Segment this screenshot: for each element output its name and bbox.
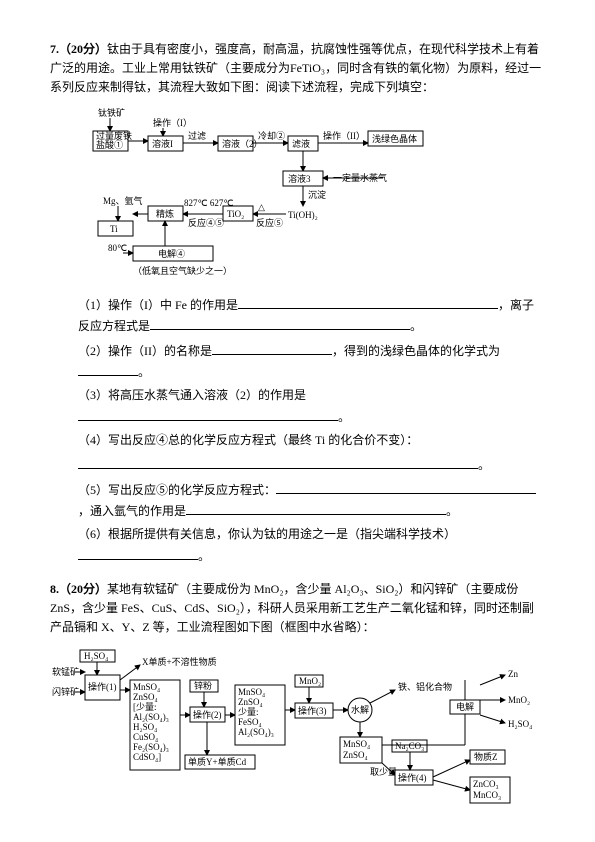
svg-text:操作(2): 操作(2) xyxy=(193,709,222,720)
blank[interactable] xyxy=(78,545,198,560)
svg-text:ZnSO₄: ZnSO₄ xyxy=(133,692,158,702)
svg-text:827℃ 627℃: 827℃ 627℃ xyxy=(184,198,233,208)
blank[interactable] xyxy=(78,406,338,421)
q7-i1a: （1）操作（I）中 Fe 的作用是 xyxy=(78,298,238,312)
blank[interactable] xyxy=(186,500,446,515)
svg-text:FeSO₄: FeSO₄ xyxy=(238,717,262,727)
q7-i5b: ，通入氩气的作用是 xyxy=(78,504,186,518)
svg-text:溶液I: 溶液I xyxy=(152,138,173,149)
svg-text:H₂SO₄: H₂SO₄ xyxy=(84,651,108,661)
svg-text:反应④⑤: 反应④⑤ xyxy=(188,217,224,228)
svg-text:MnSO₄: MnSO₄ xyxy=(133,682,160,692)
q7-i4a: （4）写出反应④总的化学反应方程式（最终 Ti 的化合价不变）： xyxy=(78,433,418,447)
q7-i2a: （2）操作（II）的名称是 xyxy=(78,344,212,358)
svg-text:△: △ xyxy=(258,202,265,212)
svg-text:Al₂(SO₄)₃: Al₂(SO₄)₃ xyxy=(133,712,169,722)
q7-num: 7.（20分） xyxy=(50,42,107,56)
svg-text:操作(1): 操作(1) xyxy=(88,681,117,692)
q7-i3: （3）将高压水蒸气通入溶液（2）的作用是 xyxy=(78,388,306,402)
q7-i2b: ，得到的浅绿色晶体的化学式为 xyxy=(332,344,500,358)
svg-text:ZnSO₄: ZnSO₄ xyxy=(238,697,263,707)
svg-text:浅绿色晶体: 浅绿色晶体 xyxy=(372,133,417,144)
svg-text:锌粉: 锌粉 xyxy=(194,680,212,691)
svg-text:Ti(OH)₂: Ti(OH)₂ xyxy=(288,210,318,220)
svg-text:Fe₂(SO₄)₃: Fe₂(SO₄)₃ xyxy=(133,742,169,752)
q8-flow-diagram: 软锰矿 闪锌矿 H₂SO₄ 操作(1) X单质+不溶性物质 MnSO₄ZnSO₄… xyxy=(50,645,550,815)
svg-text:溶液3: 溶液3 xyxy=(288,173,311,184)
svg-text:操作(3): 操作(3) xyxy=(298,705,327,716)
q7-items: （1）操作（I）中 Fe 的作用是，离子反应方程式是。 （2）操作（II）的名称… xyxy=(50,294,545,566)
svg-text:操作（I）: 操作（I） xyxy=(153,117,192,128)
svg-text:Zn: Zn xyxy=(508,669,518,679)
svg-text:H₂SO₄: H₂SO₄ xyxy=(508,719,532,729)
svg-text:MnO₂: MnO₂ xyxy=(508,695,530,705)
svg-text:盐酸①: 盐酸① xyxy=(96,139,123,150)
blank[interactable] xyxy=(150,315,410,330)
svg-text:单质Y+单质Cd: 单质Y+单质Cd xyxy=(188,756,247,767)
svg-text:CdSO₄]: CdSO₄] xyxy=(133,752,161,762)
svg-text:滤液: 滤液 xyxy=(292,138,310,149)
svg-text:操作（II）: 操作（II） xyxy=(323,130,365,141)
svg-text:[少量:: [少量: xyxy=(133,702,157,712)
blank[interactable] xyxy=(78,361,138,376)
svg-text:Al₂(SO₄)₃: Al₂(SO₄)₃ xyxy=(238,727,274,737)
q7-stem: 7.（20分）钛由于具有密度小，强度高，耐高温，抗腐蚀性强等优点，在现代科学技术… xyxy=(50,40,545,98)
q7-i6: （6）根据所提供有关信息，你认为钛的用途之一是（指尖端科学技术） xyxy=(78,527,456,541)
svg-text:过滤: 过滤 xyxy=(188,130,206,141)
svg-text:少量:: 少量: xyxy=(238,707,259,717)
svg-text:CuSO₄: CuSO₄ xyxy=(133,732,158,742)
svg-text:精炼: 精炼 xyxy=(156,208,174,219)
svg-text:Na₂CO₃: Na₂CO₃ xyxy=(395,741,424,751)
q8-num: 8.（20分） xyxy=(50,582,107,596)
q7-stem-text: 钛由于具有密度小，强度高，耐高温，抗腐蚀性强等优点，在现代科学技术上有着广泛的用… xyxy=(50,42,541,94)
svg-text:钛铁矿: 钛铁矿 xyxy=(98,107,125,118)
svg-text:Mg、氩气: Mg、氩气 xyxy=(103,195,143,206)
svg-text:Ti: Ti xyxy=(110,224,118,234)
svg-text:操作(4): 操作(4) xyxy=(398,772,427,783)
svg-text:MnO₂: MnO₂ xyxy=(299,676,321,686)
blank[interactable] xyxy=(238,294,498,309)
svg-text:H₂SO₄: H₂SO₄ xyxy=(133,722,157,732)
blank[interactable] xyxy=(78,454,478,469)
svg-text:X单质+不溶性物质: X单质+不溶性物质 xyxy=(142,656,217,667)
svg-text:水解: 水解 xyxy=(351,704,369,715)
q7-i5a: （5）写出反应⑤的化学反应方程式： xyxy=(78,483,276,497)
q8-stem-text: 某地有软锰矿（主要成份为 MnO₂，含少量 Al₂O₃、SiO₂）和闪锌矿（主要… xyxy=(50,582,534,634)
svg-text:MnSO₄: MnSO₄ xyxy=(343,739,370,749)
svg-text:ZnCO₃: ZnCO₃ xyxy=(473,779,499,789)
blank[interactable] xyxy=(212,340,332,355)
svg-text:铁、铝化合物: 铁、铝化合物 xyxy=(398,681,452,692)
svg-text:80℃: 80℃ xyxy=(108,243,127,253)
svg-text:取少量: 取少量 xyxy=(370,767,397,777)
q7-flow-diagram: 过量废铁盐酸① 钛铁矿 操作（I） 溶液I 过滤 溶液（2） 冷却② 滤液 操作… xyxy=(88,106,508,286)
svg-text:闪锌矿: 闪锌矿 xyxy=(52,686,79,697)
svg-text:反应⑤: 反应⑤ xyxy=(256,217,283,228)
svg-text:MnSO₄: MnSO₄ xyxy=(238,687,265,697)
svg-text:冷却②: 冷却② xyxy=(258,130,285,141)
q8-stem: 8.（20分）某地有软锰矿（主要成份为 MnO₂，含少量 Al₂O₃、SiO₂）… xyxy=(50,580,545,638)
svg-text:ZnSO₄: ZnSO₄ xyxy=(343,750,368,760)
svg-text:软锰矿: 软锰矿 xyxy=(52,666,79,677)
svg-text:沉淀: 沉淀 xyxy=(308,189,326,200)
svg-text:（低氧且空气缺少之一）: （低氧且空气缺少之一） xyxy=(133,265,232,276)
svg-text:TiO₂: TiO₂ xyxy=(227,209,244,219)
svg-text:物质Z: 物质Z xyxy=(474,751,498,762)
svg-text:MnCO₃: MnCO₃ xyxy=(473,790,501,800)
svg-text:电解④: 电解④ xyxy=(158,248,185,259)
svg-text:电解: 电解 xyxy=(456,701,474,712)
blank[interactable] xyxy=(276,479,536,494)
